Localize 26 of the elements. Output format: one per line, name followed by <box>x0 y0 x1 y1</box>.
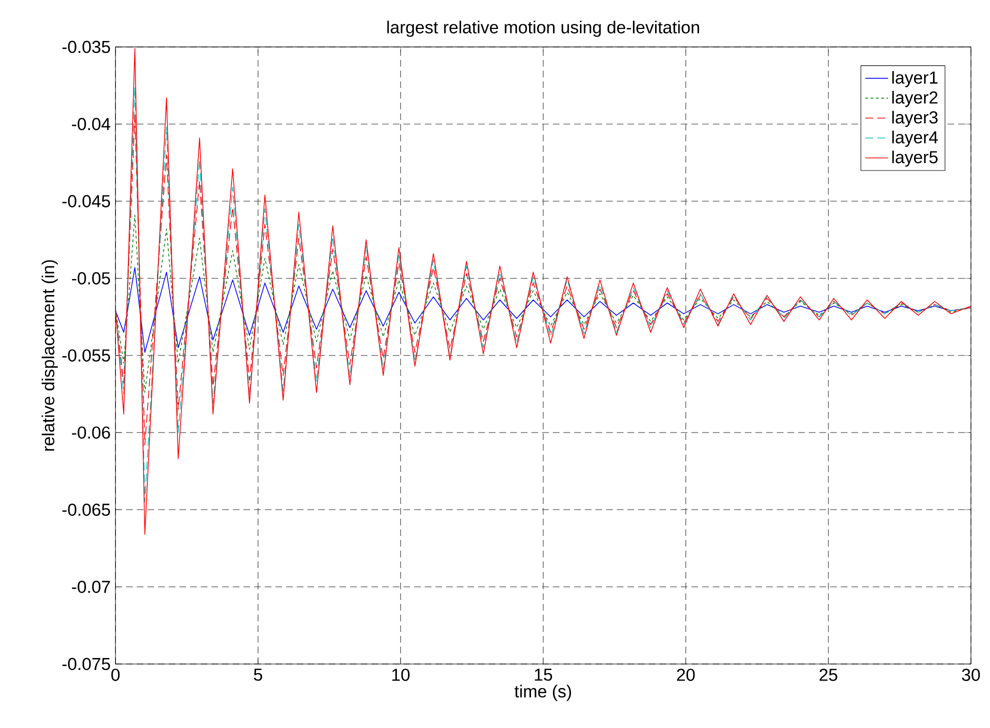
legend-label: layer4 <box>892 130 938 147</box>
legend-label: layer1 <box>892 71 938 88</box>
legend-label: layer5 <box>892 150 938 167</box>
x-tick-label: 10 <box>392 668 410 681</box>
y-tick-label: -0.065 <box>62 504 110 516</box>
x-tick-label: 0 <box>111 668 120 681</box>
legend-label: layer2 <box>892 90 938 108</box>
line-series <box>115 214 971 393</box>
x-tick-label: 20 <box>677 668 695 681</box>
x-tick-label: 15 <box>534 668 552 681</box>
y-tick-label: -0.035 <box>62 40 110 54</box>
x-tick-label: 5 <box>254 668 262 681</box>
x-tick-label: 25 <box>820 668 838 681</box>
y-tick-label: -0.06 <box>72 426 110 439</box>
y-tick-label: -0.045 <box>62 195 110 208</box>
y-axis-title: relative displacement (in) <box>42 260 58 451</box>
x-tick-label: 30 <box>962 668 980 681</box>
chart-title: largest relative motion using de-levitation <box>387 20 700 37</box>
y-tick-label: -0.04 <box>72 118 110 130</box>
legend-label: layer3 <box>892 110 938 127</box>
x-axis-title: time (s) <box>514 684 571 701</box>
y-tick-label: -0.05 <box>72 272 110 284</box>
y-tick-label: -0.055 <box>62 349 110 362</box>
y-tick-label: -0.07 <box>72 580 110 593</box>
y-tick-label: -0.075 <box>62 658 110 670</box>
line-series <box>115 267 971 353</box>
